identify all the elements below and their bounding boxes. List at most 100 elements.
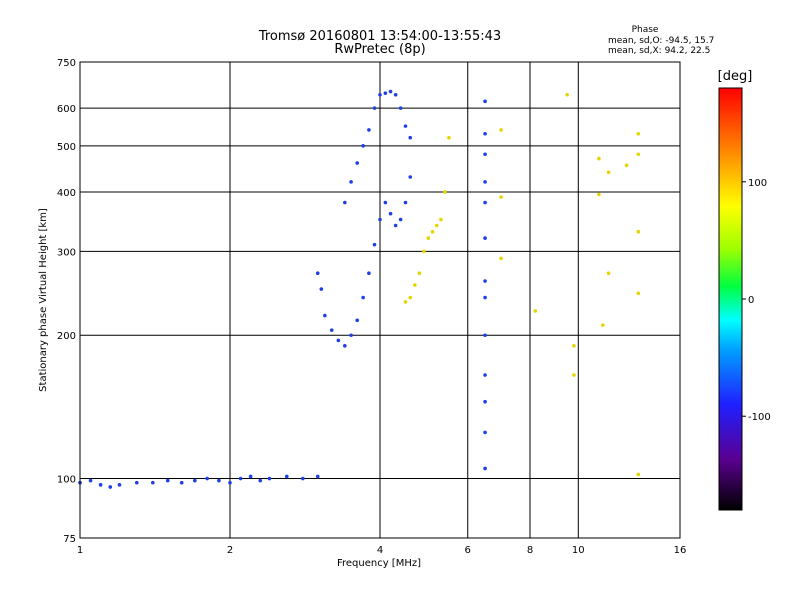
- data-point: [367, 271, 371, 276]
- data-point: [624, 163, 629, 168]
- data-point: [403, 124, 408, 128]
- phase-info-heading: Phase: [632, 25, 659, 35]
- data-point: [483, 466, 487, 471]
- data-point: [388, 211, 393, 216]
- data-point: [499, 195, 503, 199]
- data-point: [434, 223, 439, 228]
- x-tick-label: 4: [377, 545, 383, 556]
- phase-info-line-o: mean, sd,O: -94.5, 15.7: [608, 36, 714, 46]
- data-point: [483, 295, 487, 300]
- data-point: [315, 271, 320, 276]
- y-tick-label: 75: [63, 534, 76, 545]
- data-point: [439, 217, 443, 222]
- data-point: [88, 478, 93, 483]
- data-point: [483, 200, 487, 205]
- data-point: [636, 472, 641, 477]
- data-point: [217, 478, 221, 483]
- y-tick-label: 200: [57, 331, 76, 342]
- data-point: [372, 106, 377, 110]
- data-point: [483, 236, 487, 240]
- data-point: [413, 283, 417, 287]
- y-axis-ticks: 75 100 200 300 400 500 600 750: [57, 58, 76, 545]
- data-point: [483, 373, 487, 377]
- y-tick-label: 100: [57, 475, 76, 486]
- y-tick-label: 500: [57, 142, 76, 153]
- data-point: [361, 144, 365, 148]
- data-point: [403, 300, 408, 304]
- data-point: [483, 180, 487, 184]
- colorbar-tick-label: 0: [748, 295, 754, 306]
- y-tick-label: 600: [57, 104, 76, 115]
- data-point: [383, 91, 388, 95]
- x-tick-label: 8: [527, 545, 533, 556]
- colorbar-tick-label: 100: [748, 178, 767, 189]
- data-point: [408, 295, 413, 300]
- data-point: [319, 287, 324, 291]
- data-point: [606, 170, 611, 175]
- data-point: [393, 223, 398, 228]
- data-point: [483, 99, 487, 104]
- grid-layer: [80, 62, 680, 538]
- data-point: [383, 200, 388, 205]
- points-layer: [78, 89, 641, 489]
- data-point: [284, 474, 289, 479]
- data-point: [426, 236, 431, 240]
- data-point: [597, 192, 601, 197]
- data-point: [606, 271, 611, 276]
- data-point: [179, 480, 184, 485]
- data-point: [483, 152, 487, 157]
- data-point: [597, 156, 601, 161]
- data-point: [267, 476, 272, 481]
- data-point: [343, 200, 347, 205]
- data-point: [430, 229, 435, 234]
- colorbar-tick-label: -100: [748, 412, 771, 423]
- x-axis-label: Frequency [MHz]: [337, 558, 421, 569]
- colorbar-ticks: 100 0 -100: [742, 178, 771, 423]
- data-point: [483, 333, 487, 338]
- data-point: [483, 399, 487, 404]
- colorbar: [718, 87, 743, 511]
- data-point: [372, 242, 377, 247]
- data-point: [378, 217, 382, 222]
- data-point: [483, 279, 487, 283]
- data-point: [565, 92, 569, 97]
- data-point: [398, 106, 403, 110]
- y-axis-label: Stationary phase Virtual Height [km]: [38, 208, 49, 392]
- data-point: [165, 478, 170, 483]
- data-point: [323, 313, 327, 318]
- data-point: [601, 323, 605, 327]
- data-point: [398, 217, 403, 222]
- data-point: [447, 135, 451, 140]
- data-point: [422, 249, 426, 254]
- data-point: [408, 135, 413, 140]
- data-point: [636, 229, 641, 234]
- data-point: [483, 430, 487, 435]
- y-tick-label: 750: [57, 58, 76, 69]
- x-tick-label: 1: [77, 545, 83, 556]
- plot-frame: [79, 61, 681, 539]
- data-point: [499, 128, 503, 132]
- data-point: [238, 476, 243, 481]
- data-point: [417, 271, 422, 276]
- phase-info-line-x: mean, sd,X: 94.2, 22.5: [608, 46, 710, 56]
- data-point: [572, 344, 576, 348]
- data-point: [361, 295, 365, 300]
- data-point: [151, 480, 155, 485]
- data-point: [483, 131, 487, 136]
- data-point: [378, 92, 382, 97]
- x-tick-label: 6: [465, 545, 471, 556]
- data-point: [248, 474, 253, 479]
- data-point: [393, 92, 398, 97]
- data-point: [499, 256, 503, 261]
- x-axis-ticks: 1 2 4 6 8 10 16: [77, 545, 687, 556]
- data-point: [408, 175, 413, 179]
- chart-title: Tromsø 20160801 13:54:00-13:55:43: [258, 29, 501, 44]
- data-point: [301, 476, 305, 481]
- data-point: [636, 131, 641, 136]
- data-point: [403, 200, 408, 205]
- data-point: [636, 291, 641, 296]
- data-point: [355, 161, 359, 165]
- data-point: [355, 318, 359, 323]
